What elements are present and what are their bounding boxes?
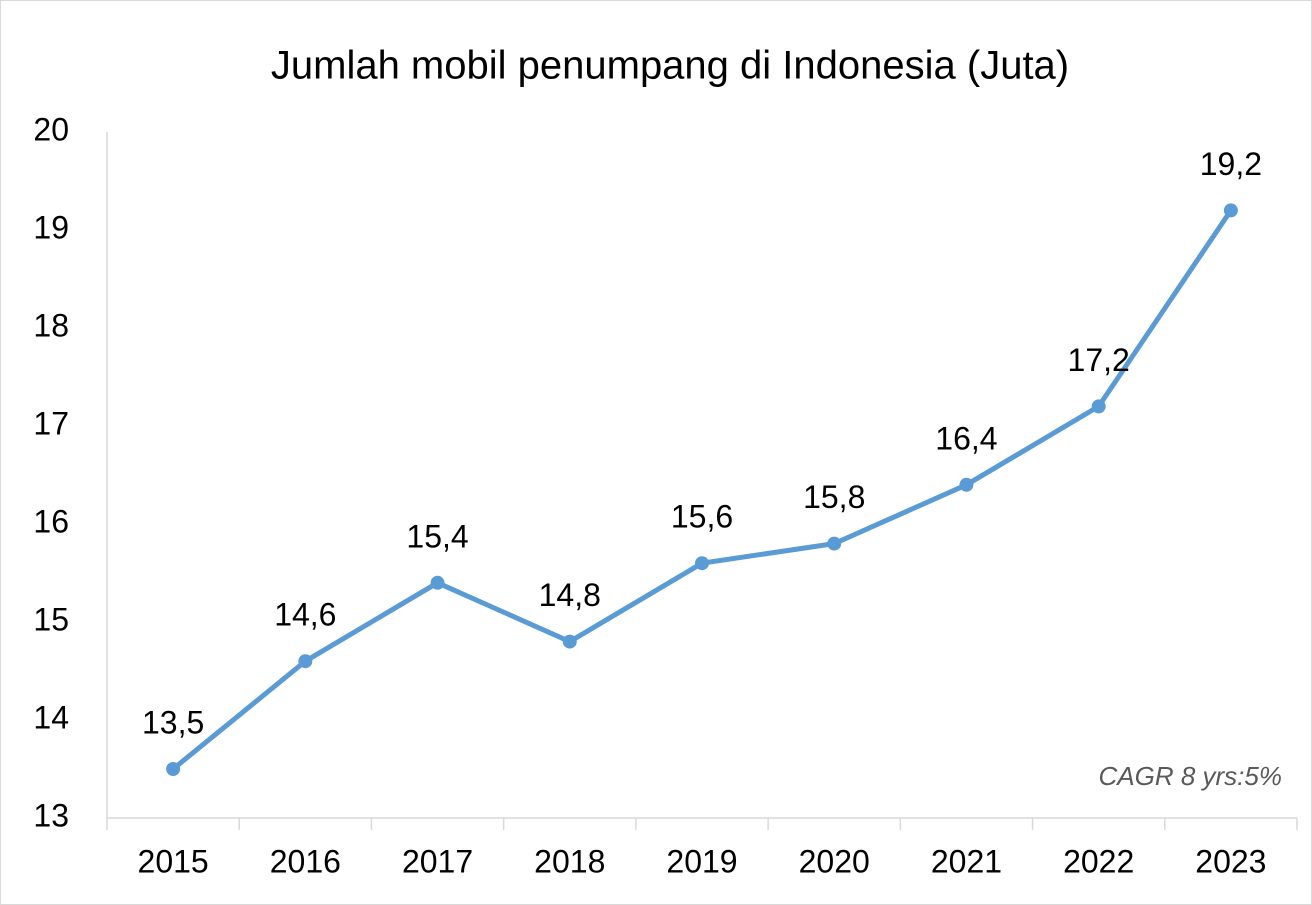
data-label: 14,8 [539, 577, 601, 613]
data-label: 16,4 [935, 420, 997, 456]
chart-title: Jumlah mobil penumpang di Indonesia (Jut… [271, 44, 1069, 88]
data-label: 15,8 [803, 479, 865, 515]
x-tick-label: 2022 [1063, 843, 1134, 879]
y-tick-label: 15 [33, 601, 69, 637]
data-label: 19,2 [1200, 146, 1262, 182]
data-point [1091, 399, 1106, 414]
data-label: 15,6 [671, 499, 733, 535]
data-label: 13,5 [142, 704, 204, 740]
data-label: 15,4 [406, 518, 468, 554]
x-tick-label: 2018 [534, 843, 605, 879]
y-tick-label: 14 [33, 699, 69, 735]
annotation: CAGR 8 yrs:5% [1099, 761, 1283, 791]
x-tick-label: 2023 [1195, 843, 1266, 879]
y-tick-label: 20 [33, 111, 69, 147]
x-tick-label: 2016 [270, 843, 341, 879]
data-point [1223, 203, 1238, 218]
x-tick-label: 2020 [799, 843, 870, 879]
data-point [827, 536, 842, 551]
data-point [695, 556, 709, 571]
y-tick-label: 16 [33, 503, 69, 539]
data-point [430, 575, 445, 590]
x-tick-label: 2015 [138, 843, 209, 879]
x-tick-label: 2021 [931, 843, 1002, 879]
data-point [166, 762, 181, 776]
data-point [298, 654, 313, 669]
y-tick-label: 13 [33, 797, 69, 833]
y-tick-label: 19 [33, 209, 69, 245]
data-point [562, 634, 577, 649]
data-label: 17,2 [1068, 342, 1130, 378]
y-tick-label: 18 [33, 307, 69, 343]
x-tick-label: 2017 [402, 843, 473, 879]
x-tick-label: 2019 [666, 843, 737, 879]
data-label: 14,6 [274, 597, 336, 633]
y-tick-label: 17 [33, 405, 69, 441]
data-point [959, 477, 974, 492]
